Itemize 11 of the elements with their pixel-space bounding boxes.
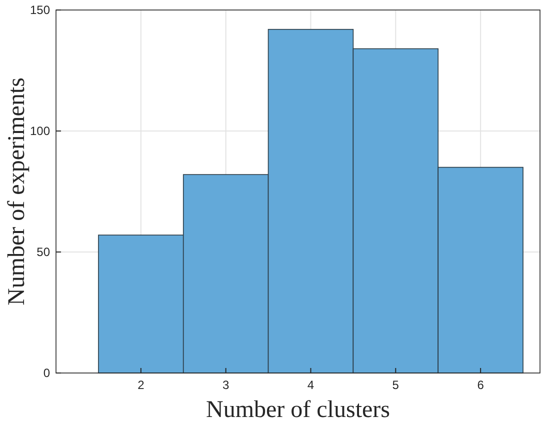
y-axis-title: Number of experiments xyxy=(4,78,30,306)
x-axis-title: Number of clusters xyxy=(206,397,390,423)
x-tick-label: 6 xyxy=(477,378,484,392)
y-tick-label: 0 xyxy=(43,366,50,380)
x-tick-label: 2 xyxy=(138,378,145,392)
y-tick-label: 50 xyxy=(36,245,50,259)
x-tick-label: 5 xyxy=(392,378,400,392)
x-tick-label: 3 xyxy=(222,378,230,392)
y-tick-label: 100 xyxy=(30,124,50,138)
x-tick-label: 4 xyxy=(307,378,314,392)
y-tick-label: 150 xyxy=(30,3,50,17)
